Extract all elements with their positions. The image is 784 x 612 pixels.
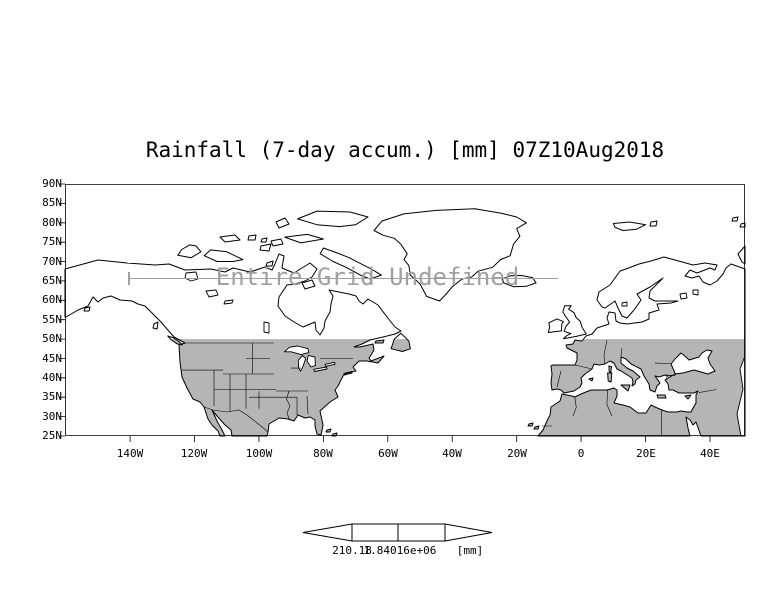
lat-label: 35N [42,390,62,403]
colorbar-label-0: 210.18 [332,544,372,557]
coastline-layer [64,208,746,437]
us-mexico-border [204,407,268,432]
us-state-borders [182,343,308,420]
lon-label: 40W [442,447,462,460]
lat-label: 60N [42,293,62,306]
colorbar-arrow [300,522,495,544]
lon-label: 140W [116,447,144,460]
us-canada-border [185,343,353,359]
lakes-layer [185,272,745,436]
great-lakes [284,346,335,372]
borders-layer [182,340,717,436]
lat-label: 50N [42,332,62,345]
land-mask-layer [65,339,745,436]
axis-tick-marks [59,184,710,442]
lat-label: 55N [42,313,62,326]
lat-label: 40N [42,371,62,384]
lon-label: 40E [700,447,720,460]
lat-label: 25N [42,429,62,442]
lon-label: 60W [378,447,398,460]
undefined-grid-watermark: Entire Grid Undefined [215,263,520,291]
colorbar-unit: [mm] [456,544,484,557]
canadian-lakes [185,272,269,333]
lon-label: 100W [245,447,273,460]
watermark-line [128,278,558,279]
lon-label: 120W [180,447,208,460]
lat-label: 80N [42,216,62,229]
lat-label: 75N [42,235,62,248]
lon-label: 0 [577,447,585,460]
plot-title: Rainfall (7-day accum.) [mm] 07Z10Aug201… [145,138,665,162]
caspian-sliver [737,356,745,436]
lat-label: 70N [42,255,62,268]
lat-label: 65N [42,274,62,287]
european-lakes [622,290,698,306]
europe-africa-borders [542,340,717,436]
lat-label: 45N [42,352,62,365]
colorbar-label-1: 1.84016e+06 [363,544,437,557]
lon-label: 20W [507,447,527,460]
lat-label: 85N [42,196,62,209]
world-map-canvas [59,184,746,442]
lat-label: 30N [42,410,62,423]
lon-label: 20E [636,447,656,460]
lon-label: 80W [313,447,333,460]
map-frame [66,185,745,436]
lat-label: 90N [42,177,62,190]
